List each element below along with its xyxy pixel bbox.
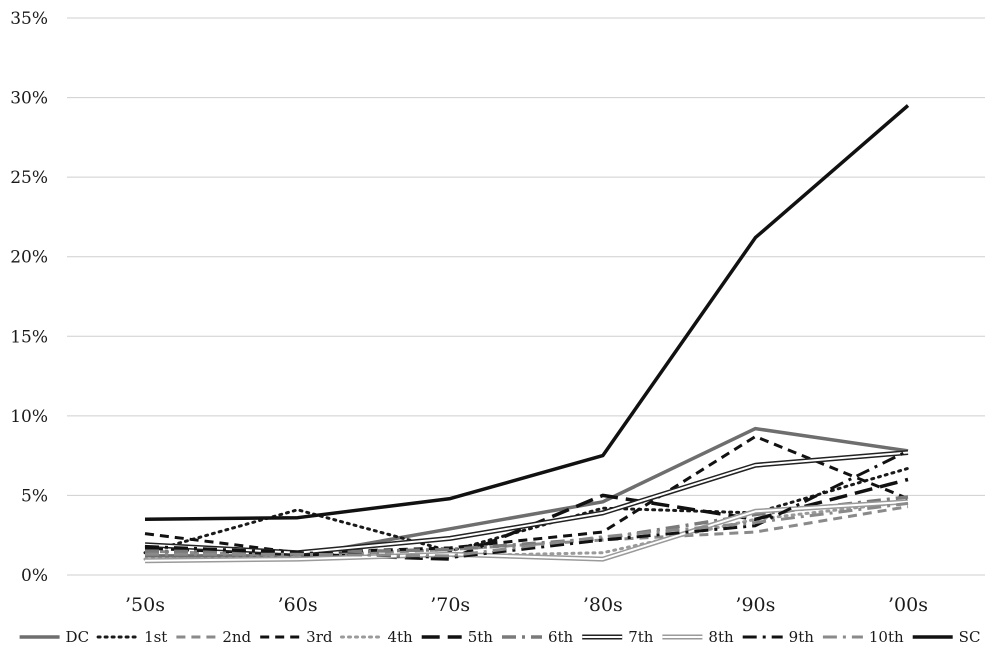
- legend-label: 6th: [548, 628, 574, 646]
- series-line-dc: [145, 426, 909, 558]
- legend-item-1st: 1st: [96, 628, 167, 646]
- x-tick-label: ’90s: [735, 594, 775, 616]
- y-tick-label: 0%: [21, 566, 48, 586]
- y-tick-label: 20%: [10, 248, 48, 268]
- series-line-9th: [144, 449, 909, 559]
- x-tick-label: ’50s: [125, 594, 165, 616]
- legend-item-sc: SC: [912, 628, 981, 646]
- legend-item-3rd: 3rd: [260, 628, 333, 646]
- legend-label: SC: [959, 628, 981, 646]
- x-tick-label: ’70s: [430, 594, 470, 616]
- legend-label: 1st: [144, 628, 167, 646]
- series-line-sc: [144, 104, 910, 522]
- y-tick-label: 30%: [10, 89, 48, 109]
- legend-label: 3rd: [306, 628, 333, 646]
- legend-item-2nd: 2nd: [176, 628, 252, 646]
- x-tick-label: ’80s: [583, 594, 623, 616]
- legend: DC 1st 2nd 3rd 4th 5th 6th 7th 8th 9th 10th SC: [19, 628, 981, 646]
- series-line-10th: [145, 501, 909, 558]
- legend-item-5th: 5th: [421, 628, 494, 646]
- series-line-8th-inner: [144, 500, 909, 562]
- series-line-3rd: [144, 435, 909, 555]
- y-tick-label: 10%: [10, 407, 48, 427]
- legend-label: 9th: [789, 628, 815, 646]
- series-lines: [143, 104, 910, 564]
- legend-label: 5th: [468, 628, 494, 646]
- legend-label: DC: [66, 628, 90, 646]
- y-tick-label: 15%: [10, 327, 48, 347]
- legend-label: 8th: [708, 628, 734, 646]
- legend-label: 4th: [387, 628, 413, 646]
- legend-label: 7th: [628, 628, 654, 646]
- legend-item-7th: 7th: [582, 628, 654, 646]
- legend-item-4th: 4th: [340, 628, 413, 646]
- legend-label: 2nd: [222, 628, 251, 646]
- legend-item-6th: 6th: [502, 628, 574, 646]
- legend-item-10th: 10th: [822, 628, 904, 646]
- y-axis-ticks: 0% 5% 10% 15% 20% 25% 30% 35%: [10, 9, 48, 586]
- x-tick-label: ’00s: [888, 594, 928, 616]
- x-tick-label: ’60s: [278, 594, 318, 616]
- gridlines: [67, 17, 985, 576]
- y-tick-label: 25%: [10, 168, 48, 188]
- x-axis-ticks: ’50s ’60s ’70s ’80s ’90s ’00s: [125, 594, 928, 616]
- legend-item-dc: DC: [19, 628, 90, 646]
- y-tick-label: 5%: [21, 486, 48, 506]
- legend-item-8th: 8th: [662, 628, 734, 646]
- legend-item-9th: 9th: [742, 628, 815, 646]
- y-tick-label: 35%: [10, 9, 48, 29]
- legend-label: 10th: [869, 628, 904, 646]
